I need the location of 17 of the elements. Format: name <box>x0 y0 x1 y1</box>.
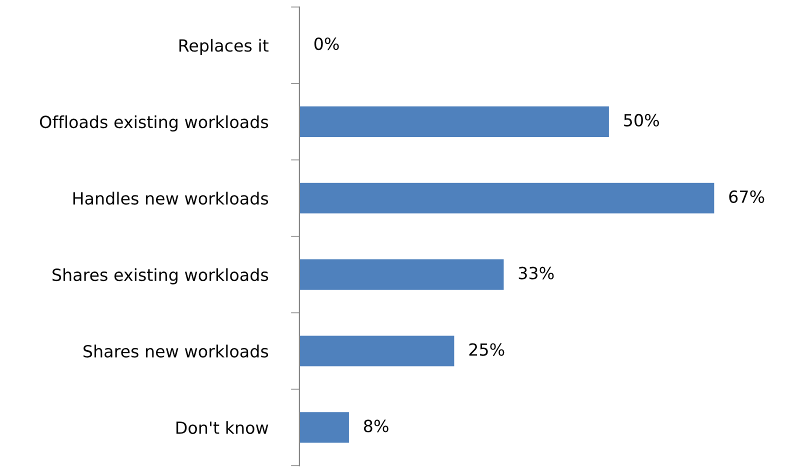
bar <box>299 259 504 290</box>
data-label: 25% <box>469 343 504 356</box>
data-label: 0% <box>314 37 339 50</box>
data-label: 50% <box>624 114 659 127</box>
y-tick-label: Handles new workloads <box>73 192 268 205</box>
bar <box>299 106 609 137</box>
y-tick-label: Shares existing workloads <box>52 268 268 284</box>
bar <box>299 182 714 214</box>
bar <box>299 336 454 366</box>
data-label: 33% <box>518 266 554 280</box>
y-tick-label: Shares new workloads <box>84 344 268 358</box>
y-tick-label: Replaces it <box>179 38 268 56</box>
y-tick-label: Offloads existing workloads <box>40 115 268 132</box>
bar <box>299 412 349 443</box>
data-label: 67% <box>729 190 764 203</box>
data-label: 8% <box>364 420 388 432</box>
y-tick-label: Don't know <box>176 421 268 434</box>
